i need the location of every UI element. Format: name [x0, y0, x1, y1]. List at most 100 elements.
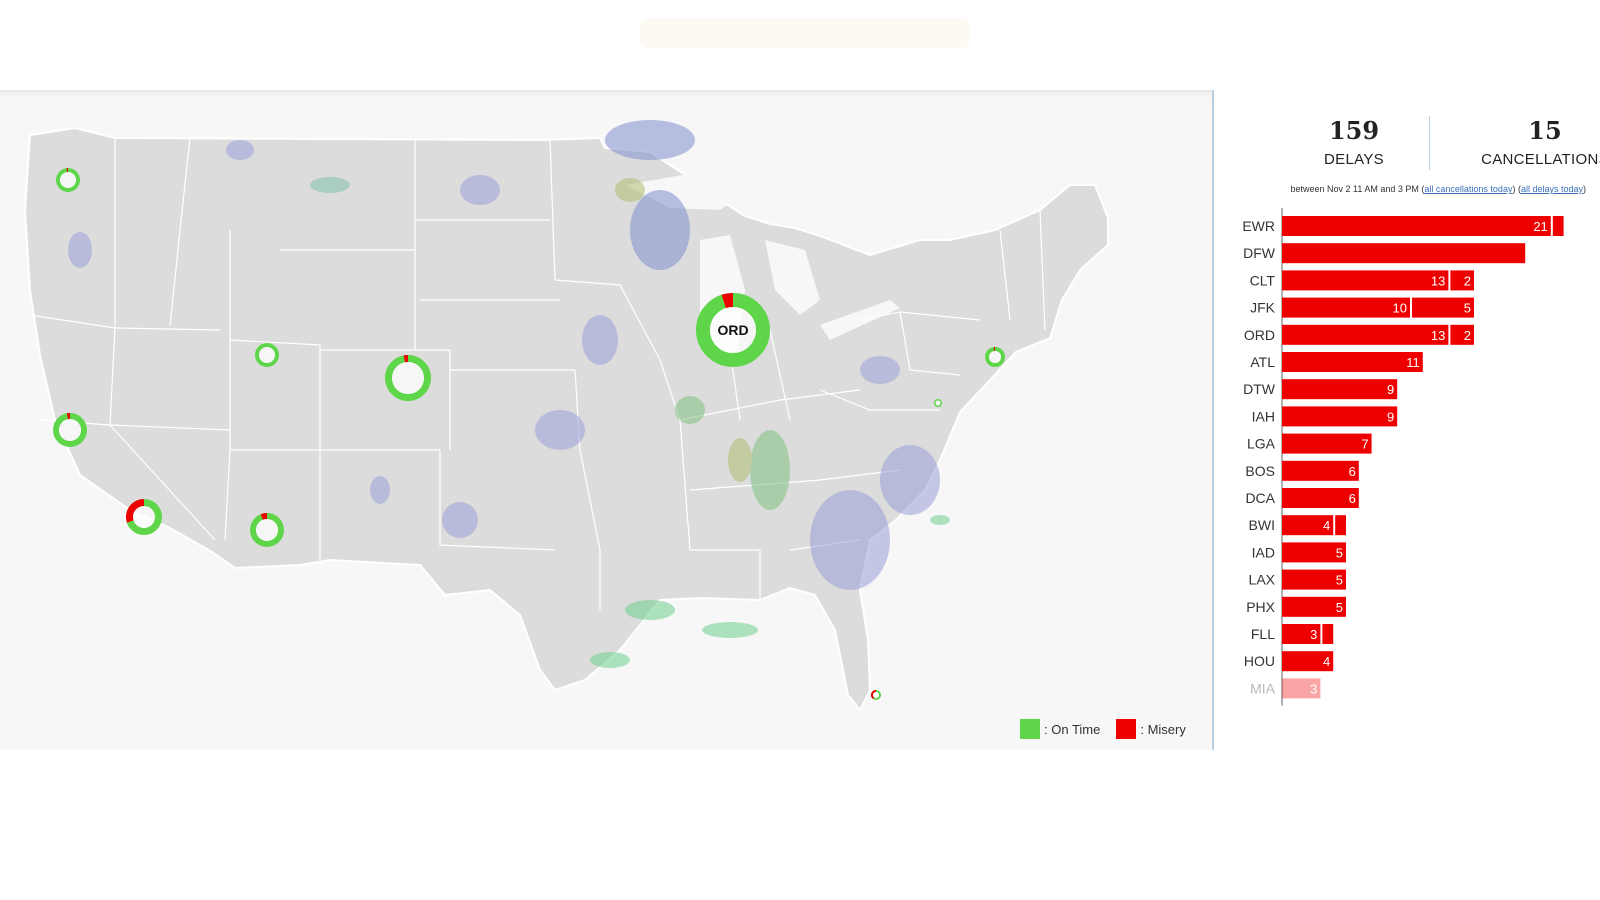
on-time-arc	[934, 399, 942, 407]
ring-center	[392, 362, 424, 394]
on-time-arc	[255, 343, 279, 367]
bar-row-clt: CLT 13 2	[1250, 270, 1474, 291]
airport-ring-slc[interactable]	[255, 343, 279, 367]
legend-misery: : Misery	[1116, 719, 1186, 739]
bar-segment-primary	[1282, 624, 1321, 644]
ring-center	[710, 307, 756, 353]
bar-segment-primary	[1282, 270, 1449, 291]
map-panel[interactable]: ORD : On Time : Misery	[0, 90, 1212, 750]
bar-segment-primary	[1282, 433, 1372, 454]
bar-value-label: 4	[1323, 654, 1330, 669]
bar-category-label: LAX	[1249, 572, 1276, 588]
ring-center	[59, 419, 81, 441]
all-cancellations-link[interactable]: all cancellations today	[1424, 184, 1513, 194]
airport-ring-mia[interactable]	[871, 690, 881, 700]
cancellations-stat: 15 CANCELLATIONS	[1450, 116, 1600, 168]
bar-value-label: 5	[1336, 545, 1343, 560]
ring-center	[873, 692, 879, 698]
on-time-swatch	[1020, 719, 1040, 739]
bar-category-label: ATL	[1250, 354, 1275, 370]
bar-value-label: 13	[1431, 273, 1445, 288]
bar-category-label: IAH	[1252, 408, 1275, 424]
bar-row-dfw: DFW	[1243, 243, 1526, 264]
bar-row-bwi: BWI 4	[1249, 515, 1346, 536]
bar-value-label: 7	[1361, 437, 1368, 452]
stats-panel: 159 DELAYS 15 CANCELLATIONS between Nov …	[1214, 90, 1600, 750]
bar-row-mia: MIA 3	[1250, 678, 1321, 699]
airport-ring-sea[interactable]	[56, 168, 80, 192]
bar-row-atl: ATL 11	[1250, 352, 1423, 372]
misery-label: : Misery	[1140, 721, 1186, 737]
bar-category-label: BOS	[1245, 463, 1275, 479]
bar-segment-primary	[1282, 596, 1346, 617]
misery-swatch	[1116, 719, 1137, 739]
map-legend: : On Time : Misery	[1020, 718, 1202, 740]
bar-segment-secondary	[1450, 270, 1474, 291]
misery-arc	[126, 499, 145, 523]
bar-value-label: 3	[1310, 627, 1317, 642]
airport-ring-den[interactable]	[385, 354, 431, 401]
bar-category-label: DTW	[1243, 381, 1276, 397]
bar-category-label: JFK	[1250, 300, 1276, 316]
bar-row-lga: LGA 7	[1247, 433, 1372, 454]
bar-value-label: 11	[1406, 355, 1420, 370]
bar-category-label: FLL	[1251, 626, 1275, 642]
bar-segment-primary	[1282, 651, 1334, 672]
airport-ring-dca[interactable]	[934, 399, 942, 407]
bar-value-label: 4	[1323, 518, 1330, 533]
all-delays-link[interactable]: all delays today	[1520, 184, 1583, 194]
bar-row-dca: DCA 6	[1245, 488, 1359, 508]
delays-stat: 159 DELAYS	[1259, 116, 1449, 168]
bar-category-label: IAD	[1252, 544, 1275, 560]
misery-arc	[260, 513, 268, 520]
bar-value-label: 5	[1336, 600, 1343, 615]
bar-category-label: DCA	[1245, 490, 1275, 506]
bar-row-ewr: EWR 21	[1242, 216, 1564, 236]
bar-segment-primary	[1282, 460, 1359, 481]
cancellations-label: CANCELLATIONS	[1481, 151, 1600, 168]
bar-category-label: ORD	[1244, 327, 1275, 343]
bar-category-label: DFW	[1243, 245, 1276, 261]
bar-segment-primary	[1282, 352, 1423, 372]
bar-secondary-label: 2	[1464, 328, 1471, 343]
highlight-airport-label: ORD	[717, 322, 748, 338]
range-suffix: )	[1583, 184, 1586, 194]
bar-value-label: 6	[1349, 464, 1356, 479]
bar-category-label: BWI	[1249, 517, 1275, 533]
bar-segment-secondary	[1552, 216, 1564, 236]
airport-ring-lax[interactable]	[126, 499, 162, 535]
bar-value-label: 21	[1533, 219, 1547, 234]
panel-divider	[1212, 90, 1214, 750]
bar-category-label: PHX	[1246, 599, 1275, 615]
airport-ring-ord[interactable]: ORD	[696, 293, 770, 367]
header-placeholder	[640, 18, 970, 48]
us-map[interactable]: ORD	[0, 90, 1212, 750]
bar-category-label: HOU	[1244, 653, 1275, 669]
bar-value-label: 9	[1387, 382, 1394, 397]
misery-arc	[871, 690, 877, 700]
bar-secondary-label: 2	[1464, 273, 1471, 288]
airport-rings[interactable]: ORD	[53, 168, 1005, 700]
bar-secondary-label: 5	[1464, 301, 1471, 316]
ring-center	[989, 351, 1001, 363]
range-mid: ) (	[1512, 184, 1521, 194]
bar-value-label: 10	[1393, 301, 1407, 316]
bar-row-fll: FLL 3	[1251, 624, 1334, 644]
bar-row-hou: HOU 4	[1244, 651, 1334, 672]
state-borders	[29, 137, 1046, 610]
bar-segment-secondary	[1335, 515, 1346, 536]
bar-row-jfk: JFK 10 5	[1250, 297, 1474, 318]
bar-segment-primary	[1282, 488, 1359, 508]
bar-row-ord: ORD 13 2	[1244, 324, 1474, 345]
ring-center	[935, 400, 941, 406]
delays-count: 159	[1328, 116, 1380, 145]
bar-value-label: 13	[1431, 328, 1445, 343]
airport-ring-phx[interactable]	[250, 513, 284, 547]
airport-ring-nyc[interactable]	[985, 346, 1005, 367]
airport-ring-sfo[interactable]	[53, 413, 87, 447]
ring-center	[60, 172, 76, 188]
bar-segment-primary	[1282, 216, 1551, 236]
bar-segment-primary	[1282, 243, 1526, 264]
bar-segment-primary	[1282, 569, 1346, 590]
